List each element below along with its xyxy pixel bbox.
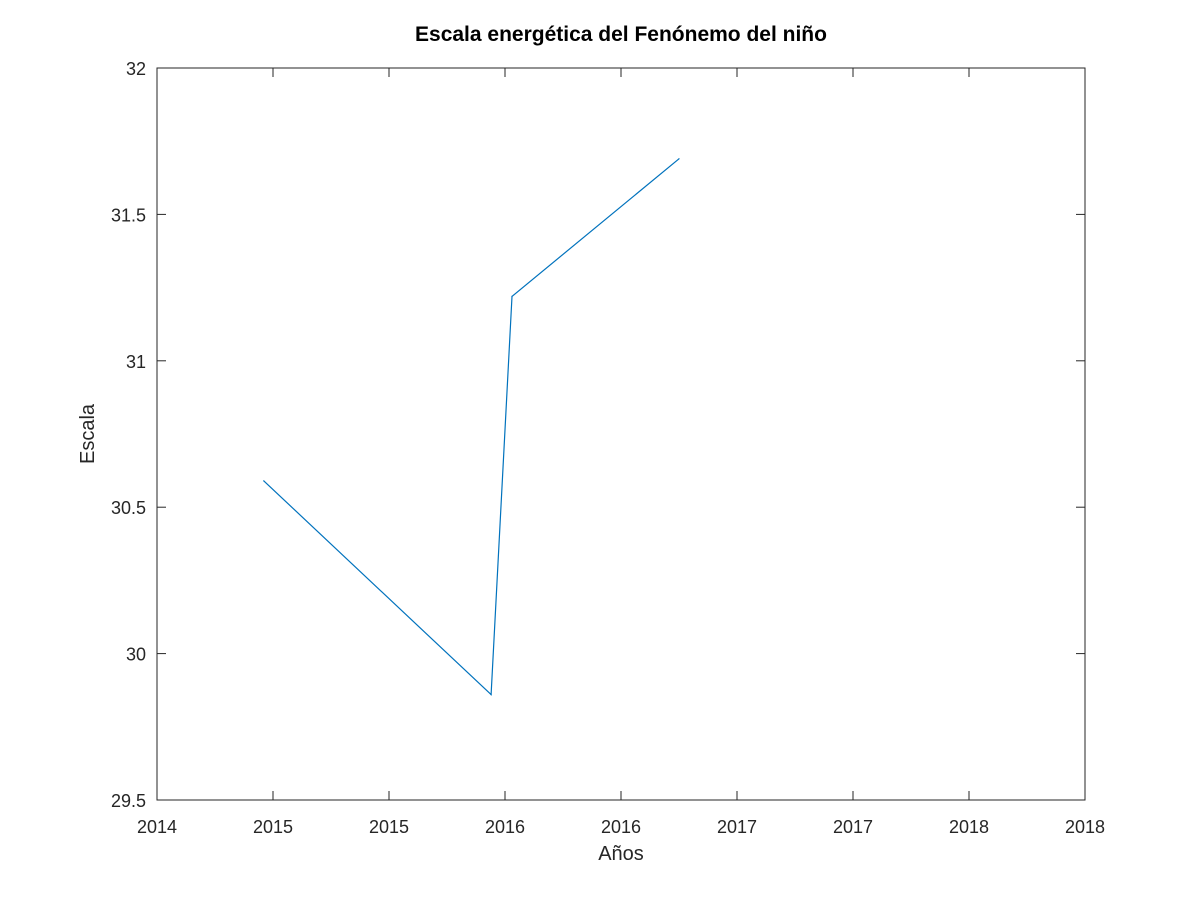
x-tick-label: 2014 xyxy=(137,817,177,837)
x-axis-ticks: 2014 2015 2015 2016 2016 2017 2017 2018 2018 xyxy=(137,68,1105,837)
series-line-0 xyxy=(263,158,680,696)
chart-title: Escala energética del Fenónemo del niño xyxy=(415,23,827,46)
x-tick-label: 2017 xyxy=(717,817,757,837)
y-axis-ticks: 29.5 30 30.5 31 31.5 32 xyxy=(111,59,1085,811)
data-point xyxy=(490,693,492,696)
x-tick-label: 2015 xyxy=(369,817,409,837)
x-axis-label: Años xyxy=(598,843,644,865)
y-axis-label: Escala xyxy=(77,403,99,464)
x-tick-label: 2018 xyxy=(1065,817,1105,837)
data-point xyxy=(678,158,680,160)
y-tick-label: 29.5 xyxy=(111,791,146,811)
series-layer xyxy=(263,158,680,696)
data-point xyxy=(263,480,265,482)
y-tick-label: 31 xyxy=(126,352,146,372)
data-point xyxy=(511,295,513,297)
x-tick-label: 2018 xyxy=(949,817,989,837)
x-tick-label: 2016 xyxy=(485,817,525,837)
plot-frame xyxy=(156,67,1086,801)
x-tick-label: 2017 xyxy=(833,817,873,837)
x-tick-label: 2015 xyxy=(253,817,293,837)
x-tick-label: 2016 xyxy=(601,817,641,837)
y-tick-label: 31.5 xyxy=(111,205,146,225)
y-tick-label: 32 xyxy=(126,59,146,79)
y-tick-label: 30 xyxy=(126,645,146,665)
y-tick-label: 30.5 xyxy=(111,498,146,518)
